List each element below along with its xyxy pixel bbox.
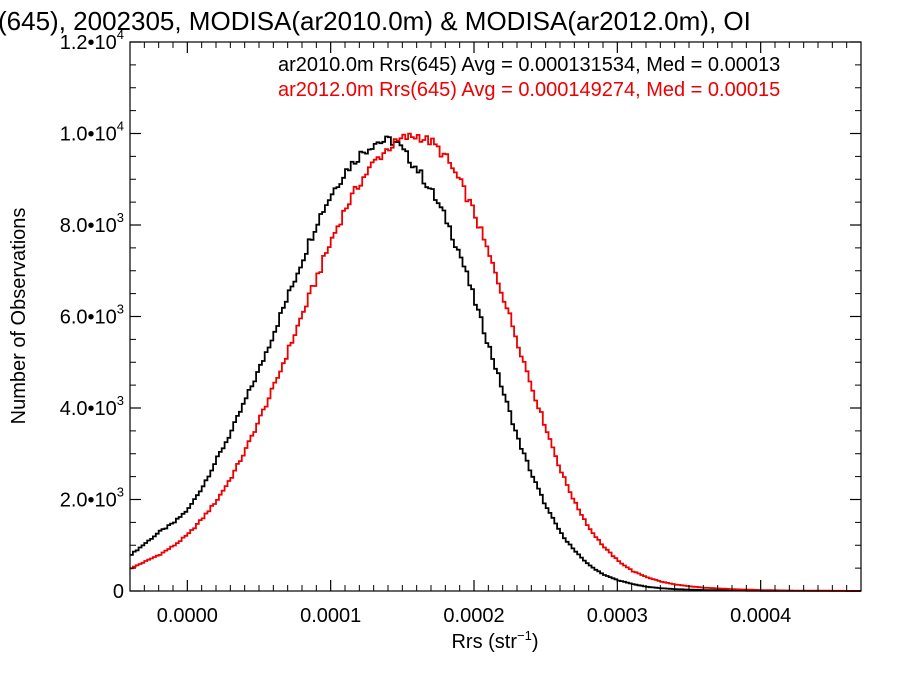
series-line-ar2010.0m — [130, 135, 861, 592]
histogram-curves — [130, 132, 861, 592]
legend-entry-ar2010: ar2010.0m Rrs(645) Avg = 0.000131534, Me… — [278, 54, 780, 76]
x-tick-label: 0.0001 — [300, 605, 361, 627]
x-axis: 0.0000 0.0001 0.0002 0.0003 0.0004 — [129, 42, 848, 627]
x-tick-label: 0.0003 — [587, 605, 648, 627]
plot-frame — [129, 41, 862, 592]
y-tick-label: 2.0•103 — [60, 485, 124, 512]
x-tick-label: 0.0000 — [157, 605, 218, 627]
series-line-ar2012.0m — [130, 132, 861, 592]
chart-title: (645), 2002305, MODISA(ar2010.0m) & MODI… — [0, 6, 751, 36]
legend-entry-ar2012: ar2012.0m Rrs(645) Avg = 0.000149274, Me… — [278, 79, 780, 101]
y-axis-label: Number of Observations — [8, 208, 30, 425]
y-tick-label: 1.0•104 — [60, 119, 124, 146]
y-tick-label: 6.0•103 — [60, 302, 124, 329]
y-tick-label: 0 — [113, 581, 124, 603]
y-axis: 0 2.0•103 4.0•103 6.0•103 8.0•103 1.0•104 1.2•… — [60, 27, 861, 603]
y-tick-label: 1.2•104 — [60, 27, 124, 54]
x-tick-label: 0.0002 — [443, 605, 504, 627]
y-tick-label: 8.0•103 — [60, 210, 124, 237]
x-axis-label: Rrs (str−1) — [451, 628, 538, 653]
y-tick-label: 4.0•103 — [60, 393, 124, 420]
x-tick-label: 0.0004 — [730, 605, 791, 627]
